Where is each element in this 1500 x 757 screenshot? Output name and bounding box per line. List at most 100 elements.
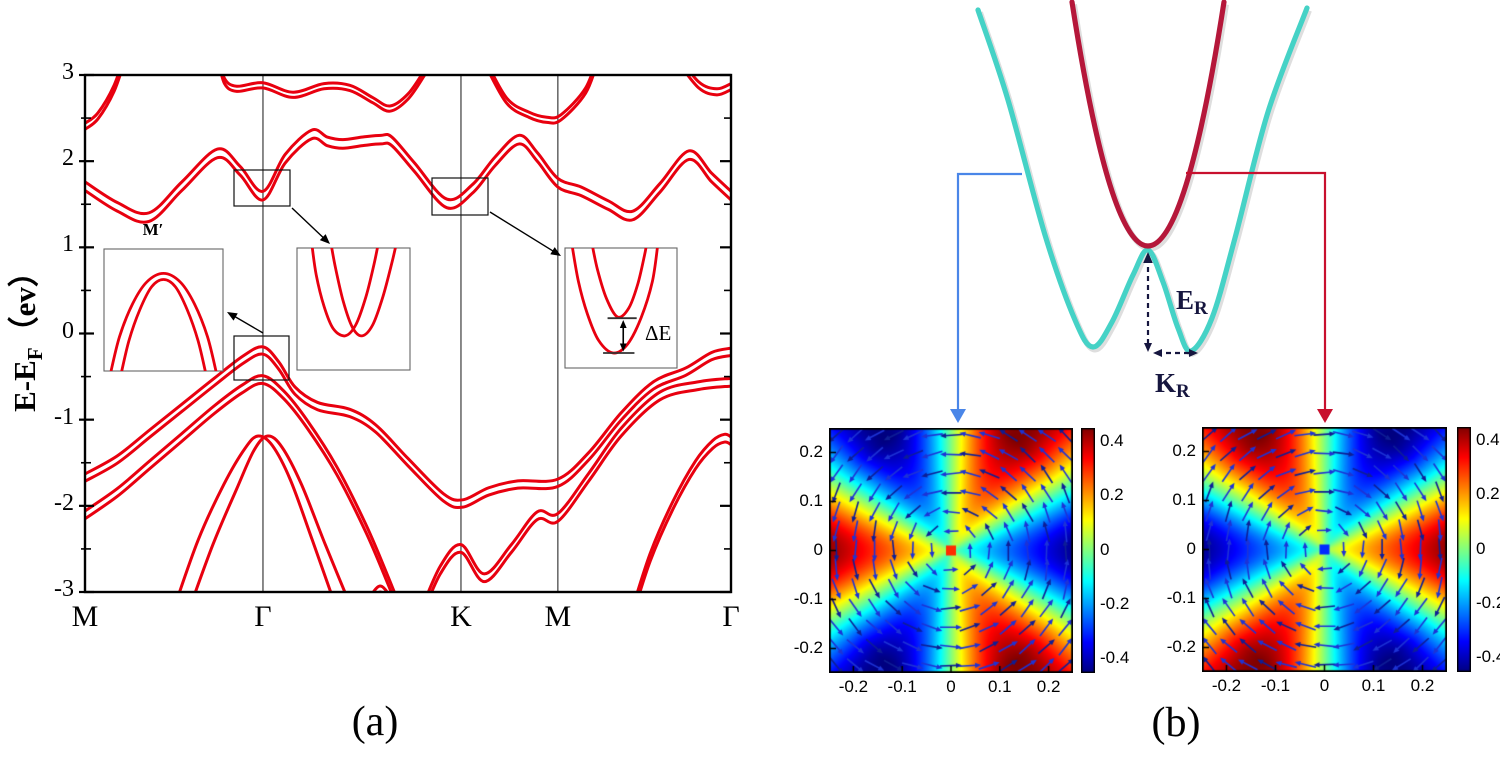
- heatmap-y-tick-label: -0.1: [793, 588, 823, 608]
- inset-vbm-zoom: [103, 248, 224, 372]
- y-tick-label: 0: [62, 317, 74, 344]
- y-tick-label: -2: [54, 489, 74, 516]
- heatmap-y-tick-label: 0.1: [799, 490, 823, 510]
- band-curve-conduction-band-rashba-pair: [85, 136, 731, 224]
- band-curve-upper-conduction-right: [690, 75, 731, 91]
- band-curve-valence-band-2-left: [85, 381, 393, 592]
- colorbar-tick-label: 0: [1476, 538, 1486, 558]
- k-valley-source-box: [431, 177, 489, 216]
- colorbar-left: [1081, 428, 1095, 673]
- delta-e-label: ΔE: [645, 321, 672, 345]
- inset-band-curve: [310, 248, 379, 338]
- colorbar-tick-label: 0.2: [1100, 485, 1124, 505]
- arrowhead: [550, 247, 561, 256]
- y-tick-label: 2: [62, 145, 74, 172]
- y-tick-label: 3: [62, 59, 74, 85]
- inset-band-curve: [109, 271, 218, 371]
- arrowhead: [1189, 349, 1198, 357]
- upper-rashba-band: [1069, 0, 1227, 249]
- right-connector-line: [1186, 171, 1327, 410]
- inset-band-curve: [330, 248, 397, 338]
- inset-pointer-line: [291, 207, 327, 241]
- rashba-momentum-label: KR: [1155, 368, 1190, 402]
- arrowhead: [1153, 349, 1162, 357]
- heatmap-x-tick-label: -0.1: [887, 677, 917, 696]
- band-curve-valence-band-4: [635, 432, 731, 592]
- arrowhead: [227, 312, 238, 321]
- y-tick-label: 1: [62, 231, 74, 258]
- arrowhead: [619, 343, 627, 352]
- arrowhead: [950, 409, 966, 423]
- colorbar-tick-label: 0: [1100, 539, 1110, 559]
- band-curve-valence-band-3a: [177, 434, 333, 592]
- band-curve-valence-band-1: [85, 345, 731, 502]
- heatmap-y-tick-label: 0.2: [1172, 440, 1196, 460]
- vbm-source-box: [233, 335, 290, 381]
- arrowhead: [319, 234, 330, 244]
- band-curve-upper-conduction-left: [85, 75, 122, 131]
- band-curve-valence-band-5: [376, 590, 384, 592]
- y-tick-label: -3: [54, 576, 74, 602]
- band-curve-valence-band-2-right: [426, 376, 731, 592]
- cbm-source-box: [233, 169, 291, 207]
- spin-texture-map-left: [829, 428, 1073, 673]
- inset-k-valley-zoom: [564, 247, 678, 369]
- inset-cbm-zoom: [296, 247, 411, 371]
- heatmap-y-tick-label: -0.1: [1166, 587, 1196, 607]
- band-curves: [85, 75, 731, 592]
- colorbar-tick-label: -0.4: [1100, 648, 1130, 668]
- colorbar-tick-label: -0.2: [1476, 592, 1500, 612]
- x-axis-label-0: M: [71, 600, 99, 633]
- band-curve-upper-conduction-right: [685, 75, 731, 97]
- heatmap-y-tick-label: 0: [1186, 538, 1196, 558]
- inset-band-curve: [120, 278, 207, 371]
- band-curve-valence-band-1: [85, 352, 731, 510]
- left-connector-line: [956, 172, 1022, 410]
- heatmap-y-tick-label: 0.1: [1172, 489, 1196, 509]
- heatmap-x-tick-label: 0.1: [987, 677, 1012, 696]
- heatmap-x-tick-label: 0.1: [1361, 676, 1386, 695]
- band-curve-conduction-band-rashba-pair: [85, 128, 731, 216]
- band-curve-valence-band-2-left: [85, 374, 396, 592]
- band-curve-upper-conduction-left: [85, 75, 120, 125]
- x-axis-label-1: Γ: [254, 600, 272, 633]
- heatmap-y-tick-label: 0.2: [799, 441, 823, 461]
- colorbar-tick-label: 0.4: [1100, 430, 1124, 450]
- band-structure-panel: [79, 73, 733, 594]
- heatmap-x-tick-label: 0: [1319, 676, 1330, 695]
- arrowhead: [1143, 252, 1153, 263]
- band-curve-upper-conduction-k-m: [491, 75, 594, 120]
- heatmap-x-tick-label: -0.2: [1211, 676, 1242, 695]
- heatmap-y-tick-label: -0.2: [1166, 636, 1196, 656]
- rashba-energy-label: ER: [1176, 285, 1208, 319]
- x-axis-label-4: Γ: [722, 600, 740, 633]
- colorbar-tick-label: -0.2: [1100, 593, 1130, 613]
- heatmap-x-tick-label: -0.2: [838, 677, 869, 696]
- band-curve-upper-conduction-gamma: [220, 75, 427, 113]
- arrowhead: [619, 320, 627, 328]
- m-prime-label: M′: [142, 220, 164, 239]
- band-curve-upper-conduction-gamma: [221, 75, 424, 108]
- panel-b-caption: (b): [1151, 700, 1201, 746]
- x-axis-label-2: K: [450, 600, 472, 633]
- heatmap-y-tick-label: -0.2: [793, 637, 823, 657]
- band-curve-upper-conduction-k-m: [488, 75, 595, 125]
- inset-pointer-line: [489, 211, 557, 254]
- colorbar-right: [1457, 427, 1471, 672]
- colorbar-tick-label: 0.4: [1476, 429, 1500, 449]
- heatmap-x-tick-label: -0.1: [1260, 676, 1291, 695]
- band-curve-valence-band-4: [638, 440, 731, 592]
- band-curve-valence-band-2-right: [429, 384, 731, 592]
- heatmap-y-tick-label: 0: [813, 539, 823, 559]
- lower-rashba-band: [975, 5, 1310, 354]
- band-curve-valence-band-5: [371, 584, 389, 592]
- colorbar-tick-label: 0.2: [1476, 484, 1500, 504]
- y-tick-label: -1: [54, 403, 74, 430]
- inset-band-curve: [591, 248, 648, 319]
- heatmap-x-tick-label: 0.2: [1410, 676, 1435, 695]
- x-axis-label-3: M: [544, 600, 572, 633]
- arrowhead: [1317, 409, 1333, 423]
- colorbar-tick-label: -0.4: [1476, 647, 1500, 667]
